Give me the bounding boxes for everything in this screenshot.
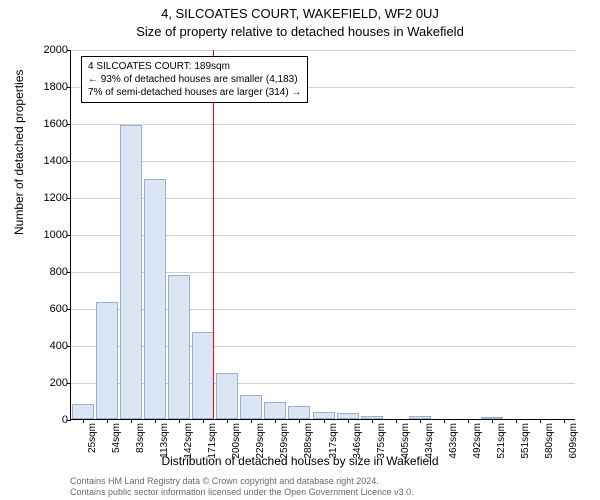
xtick-label: 54sqm	[111, 423, 122, 453]
chart-subtitle: Size of property relative to detached ho…	[0, 24, 600, 39]
xtick-mark	[83, 419, 84, 423]
xtick-mark	[348, 419, 349, 423]
annotation-line1: 4 SILCOATES COURT: 189sqm	[88, 60, 301, 73]
histogram-bar	[288, 406, 310, 419]
gridline	[71, 161, 575, 162]
chart-container: 4, SILCOATES COURT, WAKEFIELD, WF2 0UJ S…	[0, 0, 600, 500]
histogram-bar	[72, 404, 94, 419]
chart-title-address: 4, SILCOATES COURT, WAKEFIELD, WF2 0UJ	[0, 6, 600, 21]
xtick-mark	[107, 419, 108, 423]
histogram-bar	[240, 395, 262, 419]
xtick-mark	[203, 419, 204, 423]
histogram-bar	[264, 402, 286, 419]
ytick-label: 1200	[44, 192, 68, 204]
annotation-line2: ← 93% of detached houses are smaller (4,…	[88, 73, 301, 86]
footer-line2: Contains public sector information licen…	[70, 487, 414, 498]
ytick-label: 800	[50, 266, 68, 278]
xtick-mark	[420, 419, 421, 423]
xtick-label: 25sqm	[87, 423, 98, 453]
ytick-label: 0	[62, 414, 68, 426]
ytick-label: 1600	[44, 118, 68, 130]
annotation-line3: 7% of semi-detached houses are larger (3…	[88, 86, 301, 99]
xtick-mark	[396, 419, 397, 423]
xtick-mark	[155, 419, 156, 423]
xtick-mark	[131, 419, 132, 423]
xtick-mark	[324, 419, 325, 423]
histogram-bar	[168, 275, 190, 419]
xtick-mark	[444, 419, 445, 423]
y-axis-label: Number of detached properties	[12, 70, 26, 235]
plot-area: 020040060080010001200140016001800200025s…	[70, 50, 575, 420]
xtick-mark	[227, 419, 228, 423]
gridline	[71, 124, 575, 125]
xtick-mark	[540, 419, 541, 423]
ytick-label: 600	[50, 303, 68, 315]
ytick-label: 2000	[44, 44, 68, 56]
histogram-bar	[313, 412, 335, 419]
ytick-label: 1400	[44, 155, 68, 167]
xtick-mark	[468, 419, 469, 423]
histogram-bar	[96, 302, 118, 419]
histogram-bar	[144, 179, 166, 420]
x-axis-label: Distribution of detached houses by size …	[0, 454, 600, 468]
ytick-label: 200	[50, 377, 68, 389]
footer-line1: Contains HM Land Registry data © Crown c…	[70, 476, 414, 487]
annotation-box: 4 SILCOATES COURT: 189sqm ← 93% of detac…	[81, 56, 308, 103]
xtick-mark	[179, 419, 180, 423]
xtick-mark	[251, 419, 252, 423]
ytick-label: 400	[50, 340, 68, 352]
xtick-mark	[492, 419, 493, 423]
xtick-mark	[372, 419, 373, 423]
xtick-label: 83sqm	[135, 423, 146, 453]
reference-line	[213, 50, 214, 419]
xtick-label: 113sqm	[159, 423, 170, 458]
xtick-mark	[516, 419, 517, 423]
histogram-bar	[120, 125, 142, 419]
footer-attribution: Contains HM Land Registry data © Crown c…	[70, 476, 414, 499]
xtick-mark	[299, 419, 300, 423]
xtick-mark	[275, 419, 276, 423]
histogram-bar	[216, 373, 238, 419]
xtick-mark	[564, 419, 565, 423]
ytick-label: 1000	[44, 229, 68, 241]
ytick-label: 1800	[44, 81, 68, 93]
histogram-bar	[192, 332, 214, 419]
gridline	[71, 50, 575, 51]
